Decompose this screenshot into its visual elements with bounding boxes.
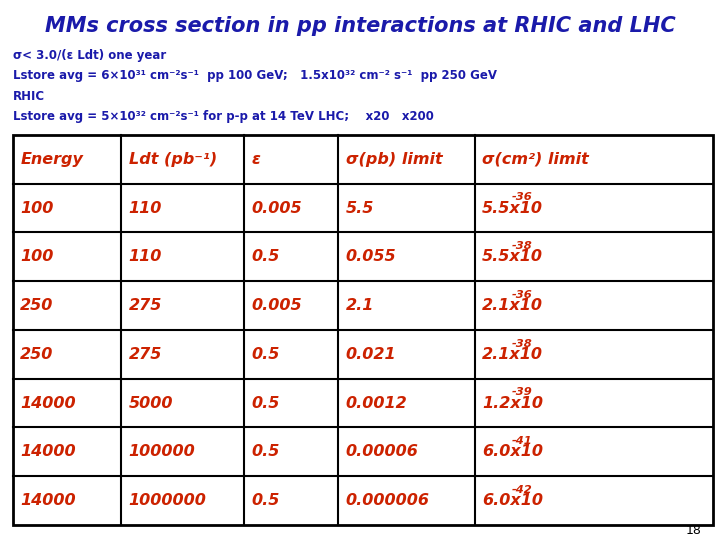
Text: 6.0x10: 6.0x10 (482, 493, 543, 508)
Text: -38: -38 (511, 339, 532, 349)
Text: 14000: 14000 (20, 493, 76, 508)
Text: -41: -41 (511, 436, 532, 446)
Text: 0.00006: 0.00006 (346, 444, 418, 460)
Text: 0.021: 0.021 (346, 347, 396, 362)
Text: RHIC: RHIC (13, 90, 45, 103)
Text: 110: 110 (129, 249, 162, 265)
Text: 5.5x10: 5.5x10 (482, 249, 543, 265)
Text: -42: -42 (511, 485, 532, 495)
Text: 14000: 14000 (20, 444, 76, 460)
Text: 0.055: 0.055 (346, 249, 396, 265)
Text: 275: 275 (129, 298, 162, 313)
Text: 5.5x10: 5.5x10 (482, 200, 543, 215)
Text: 250: 250 (20, 298, 53, 313)
Text: 2.1x10: 2.1x10 (482, 298, 543, 313)
Text: 0.000006: 0.000006 (346, 493, 430, 508)
Text: Ldt (pb⁻¹): Ldt (pb⁻¹) (129, 152, 217, 167)
Text: -39: -39 (511, 387, 532, 397)
Text: 5000: 5000 (129, 395, 173, 410)
Text: 250: 250 (20, 347, 53, 362)
Text: 0.0012: 0.0012 (346, 395, 408, 410)
Text: 5.5: 5.5 (346, 200, 374, 215)
Text: -36: -36 (511, 290, 532, 300)
Text: 18: 18 (686, 524, 702, 537)
Text: 0.5: 0.5 (251, 395, 279, 410)
Text: ε: ε (251, 152, 260, 167)
Text: 0.5: 0.5 (251, 347, 279, 362)
Text: 0.5: 0.5 (251, 249, 279, 265)
Text: 0.5: 0.5 (251, 493, 279, 508)
Text: 1000000: 1000000 (129, 493, 207, 508)
Text: -38: -38 (511, 241, 532, 251)
Text: 1.2x10: 1.2x10 (482, 395, 543, 410)
Text: 275: 275 (129, 347, 162, 362)
Text: 110: 110 (129, 200, 162, 215)
Text: 6.0x10: 6.0x10 (482, 444, 543, 460)
Text: 2.1: 2.1 (346, 298, 374, 313)
Text: 0.5: 0.5 (251, 444, 279, 460)
Text: 100000: 100000 (129, 444, 195, 460)
Text: σ< 3.0/(ε Ldt) one year: σ< 3.0/(ε Ldt) one year (13, 49, 166, 62)
Text: MMs cross section in pp interactions at RHIC and LHC: MMs cross section in pp interactions at … (45, 16, 675, 36)
Text: 100: 100 (20, 200, 53, 215)
Text: Energy: Energy (20, 152, 83, 167)
Text: 2.1x10: 2.1x10 (482, 347, 543, 362)
Text: 14000: 14000 (20, 395, 76, 410)
Text: Lstore avg = 6×10³¹ cm⁻²s⁻¹  pp 100 GeV;   1.5x10³² cm⁻² s⁻¹  pp 250 GeV: Lstore avg = 6×10³¹ cm⁻²s⁻¹ pp 100 GeV; … (13, 69, 497, 82)
Text: 0.005: 0.005 (251, 298, 302, 313)
Text: σ(pb) limit: σ(pb) limit (346, 152, 442, 167)
Text: Lstore avg = 5×10³² cm⁻²s⁻¹ for p-p at 14 TeV LHC;    x20   x200: Lstore avg = 5×10³² cm⁻²s⁻¹ for p-p at 1… (13, 110, 434, 123)
Text: 100: 100 (20, 249, 53, 265)
Text: 0.005: 0.005 (251, 200, 302, 215)
Text: σ(cm²) limit: σ(cm²) limit (482, 152, 589, 167)
Bar (13, 135, 713, 525)
Text: -36: -36 (511, 192, 532, 202)
